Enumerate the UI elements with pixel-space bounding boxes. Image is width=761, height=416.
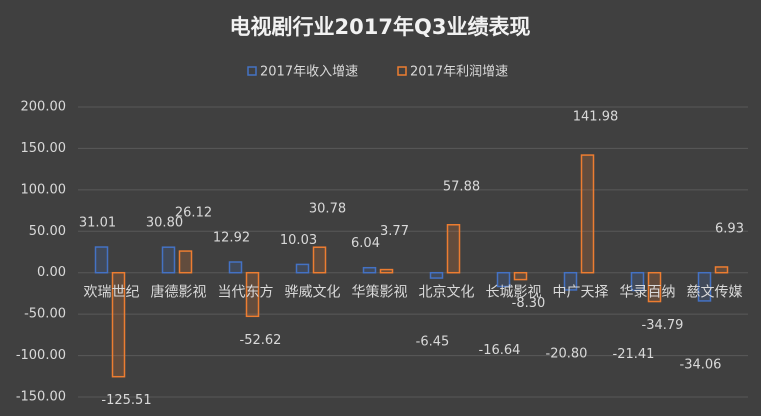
x-tick-label: 欢瑞世纪 (84, 285, 140, 301)
legend-label: 2017年利润增速 (410, 65, 508, 80)
x-tick-label: 中广天择 (553, 285, 609, 301)
data-label: -21.41 (613, 347, 655, 362)
data-label: 12.92 (213, 231, 250, 246)
bar (714, 266, 729, 274)
data-label: -20.80 (546, 346, 588, 361)
x-tick-label: 唐德影视 (151, 284, 207, 301)
bar (446, 224, 461, 274)
data-label: -8.30 (512, 296, 546, 311)
bar (563, 271, 578, 291)
y-tick-label: 150.00 (21, 141, 67, 156)
x-tick-label: 当代东方 (218, 285, 274, 301)
y-tick-label: 50.00 (29, 224, 66, 239)
data-label: -6.45 (416, 335, 450, 350)
y-tick-label: -100.00 (16, 348, 66, 363)
data-label: -34.06 (680, 357, 722, 372)
bar (647, 271, 662, 303)
data-label: 6.04 (351, 236, 380, 251)
x-tick-label: 华录百纳 (620, 285, 676, 301)
bar (697, 271, 712, 302)
x-tick-label: 北京文化 (419, 285, 475, 301)
bar (111, 271, 126, 378)
data-label: -52.62 (240, 333, 282, 348)
data-label: 3.77 (380, 224, 409, 239)
bar (94, 246, 109, 274)
chart-title: 电视剧行业2017年Q3业绩表现 (230, 15, 531, 39)
y-tick-label: -150.00 (16, 390, 66, 405)
bar (429, 271, 444, 279)
bar (496, 271, 511, 288)
bar (178, 250, 193, 274)
bar (312, 246, 327, 274)
x-tick-label: 长城影视 (486, 285, 542, 301)
bar (161, 246, 176, 274)
bar (630, 271, 645, 292)
x-tick-label: 慈文传媒 (687, 285, 743, 301)
y-tick-label: 200.00 (21, 100, 67, 115)
data-label: 30.78 (309, 202, 346, 217)
data-label: 31.01 (79, 216, 116, 231)
y-tick-label: 100.00 (21, 182, 67, 197)
data-label: 141.98 (573, 110, 619, 125)
data-label: 57.88 (443, 179, 480, 194)
x-tick-label: 骅威文化 (285, 285, 341, 301)
data-label: 26.12 (175, 206, 212, 221)
data-label: -125.51 (101, 393, 151, 408)
data-label: 6.93 (715, 221, 744, 236)
data-label: -16.64 (479, 343, 521, 358)
y-tick-label: -50.00 (24, 307, 66, 322)
bar (295, 263, 310, 274)
bar (580, 154, 595, 274)
data-label: 10.03 (280, 233, 317, 248)
legend-swatch (247, 66, 257, 76)
data-label: 30.80 (146, 216, 183, 231)
bar (513, 271, 528, 281)
data-label: -34.79 (642, 318, 684, 333)
bar (228, 261, 243, 274)
bar (362, 266, 377, 274)
bar (379, 268, 394, 274)
legend-label: 2017年收入增速 (260, 65, 358, 80)
x-tick-label: 华策影视 (352, 284, 408, 301)
bar (245, 271, 260, 318)
legend-swatch (397, 66, 407, 76)
y-tick-label: 0.00 (37, 265, 66, 280)
